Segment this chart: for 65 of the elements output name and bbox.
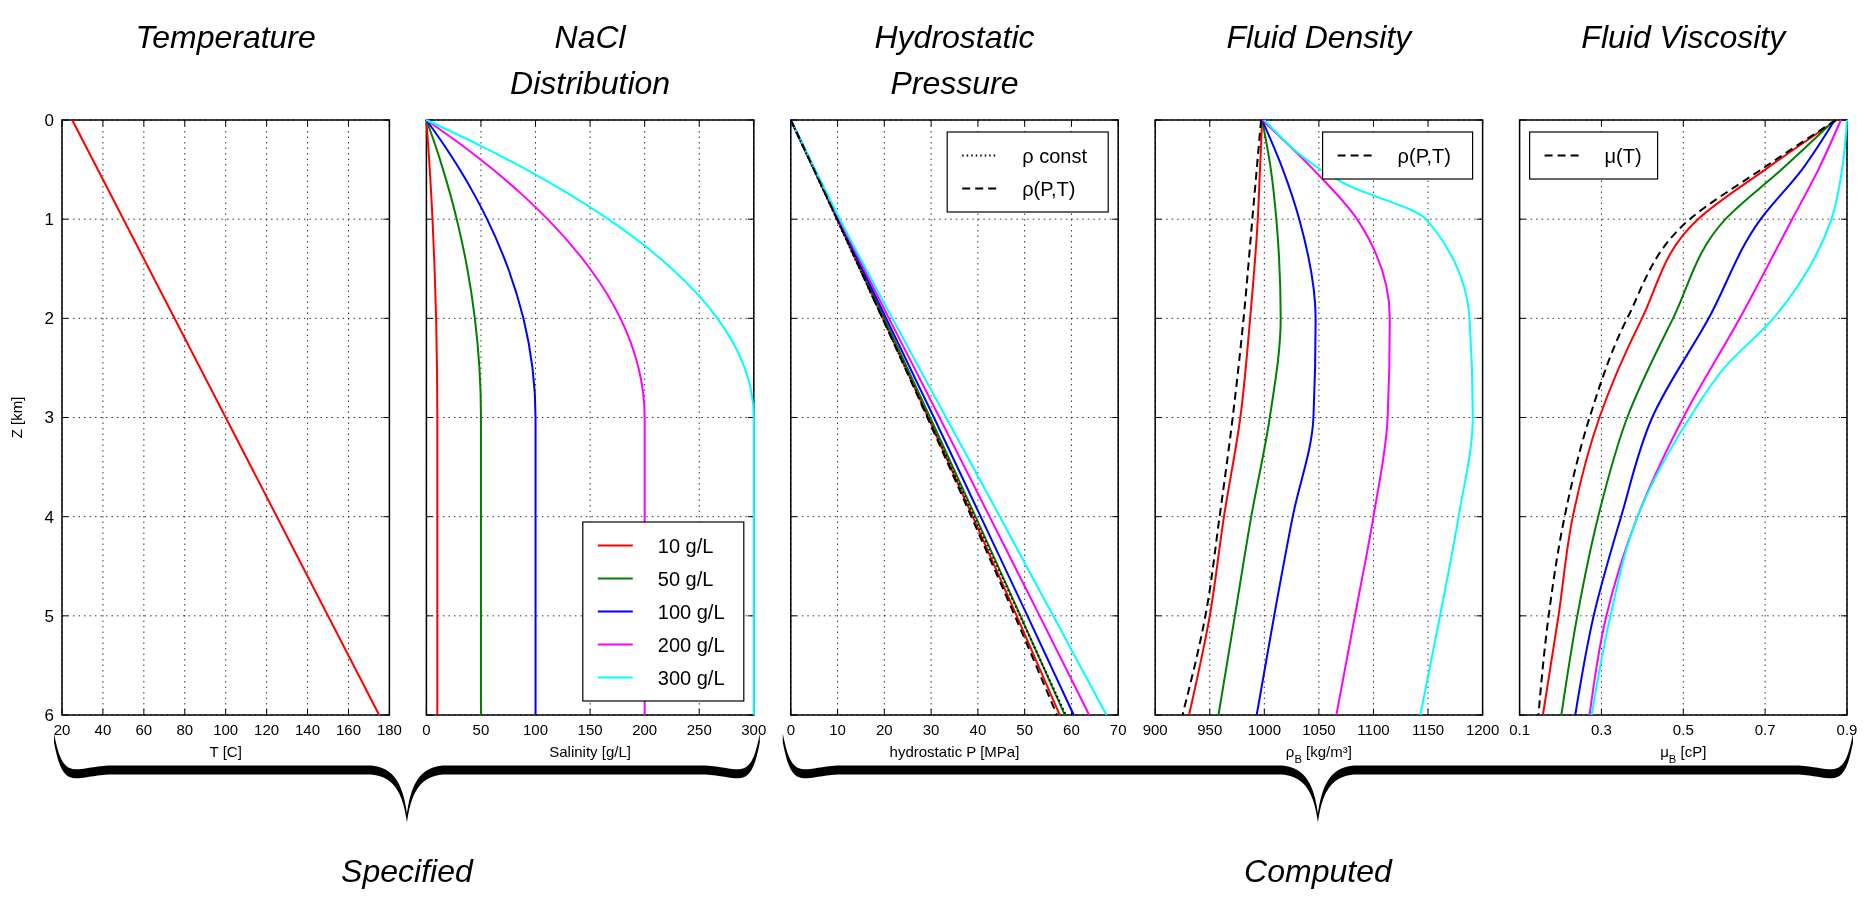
x-tick-label: 70 [1109,721,1127,738]
x-tick-label: 180 [376,721,402,738]
x-tick-label: 100 [213,721,239,738]
x-tick-label: 0 [422,721,431,738]
text: Computed [1244,853,1393,889]
legend-label: ρ const [1022,144,1088,167]
x-tick-label: 40 [969,721,987,738]
x-tick-label: 0.1 [1509,721,1531,738]
x-tick-label: 120 [254,721,280,738]
x-tick-label: 20 [876,721,893,738]
legend-label: 100 g/L [657,600,725,623]
x-tick-label: 60 [135,721,153,738]
x-tick-label: 140 [295,721,321,738]
chart-title: Fluid Viscosity [1581,19,1788,55]
y-tick-label: 2 [44,309,54,329]
y-tick-label: 6 [44,705,54,725]
x-tick-label: 160 [335,721,361,738]
chart-title: Hydrostatic Pressure [874,19,1035,101]
legend-label: ρ(P,T) [1022,177,1076,200]
x-tick-label: 60 [1063,721,1080,738]
x-tick-label: 250 [686,721,712,738]
x-tick-label: 1000 [1247,721,1282,738]
x-axis-title: hydrostatic P [MPa] [889,743,1020,760]
y-tick-label: 1 [44,210,54,230]
x-tick-label: 1200 [1465,721,1500,738]
chart-title: NaCl Distribution [510,19,671,101]
x-tick-label: 0.7 [1754,721,1776,738]
x-tick-label: 950 [1197,721,1223,738]
x-tick-label: 80 [176,721,194,738]
chart-title: Temperature [135,19,316,55]
y-tick-label: 3 [44,408,54,428]
x-tick-label: 300 [741,721,767,738]
x-tick-label: 0.5 [1672,721,1694,738]
legend-label: 200 g/L [657,633,725,656]
y-axis-title: Z [km] [8,396,25,439]
x-tick-label: 10 [829,721,846,738]
y-tick-label: 4 [44,507,54,527]
x-tick-label: 50 [472,721,490,738]
x-axis-title: T [C] [209,743,242,760]
x-tick-label: 1100 [1357,721,1390,738]
x-axis-title: μ$_{B}$ [cP] [1660,743,1707,765]
legend-label: 10 g/L [657,534,714,557]
x-tick-label: 30 [922,721,940,738]
legend-label: 300 g/L [657,666,725,689]
x-tick-label: 0.9 [1836,721,1858,738]
x-tick-label: 40 [94,721,112,738]
x-axis-title: ρ$_{B}$ [kg/m³] [1285,743,1352,765]
text: Specified [341,853,474,889]
legend-label: ρ(P,T) [1397,144,1451,167]
x-axis-title: Salinity [g/L] [549,743,631,760]
x-tick-label: 0 [786,721,795,738]
y-tick-label: 0 [44,110,54,130]
x-tick-label: 0.3 [1591,721,1612,738]
x-tick-label: 100 [523,721,549,738]
x-tick-label: 20 [53,721,71,738]
x-tick-label: 150 [577,721,603,738]
legend-label: μ(T) [1604,144,1642,167]
chart-title: Fluid Density [1226,19,1414,55]
x-tick-label: 1150 [1411,721,1445,738]
x-tick-label: 1050 [1302,721,1336,738]
legend-label: 50 g/L [657,567,714,590]
y-tick-label: 5 [44,606,54,626]
x-tick-label: 50 [1016,721,1033,738]
x-tick-label: 900 [1142,721,1168,738]
x-tick-label: 200 [632,721,658,738]
